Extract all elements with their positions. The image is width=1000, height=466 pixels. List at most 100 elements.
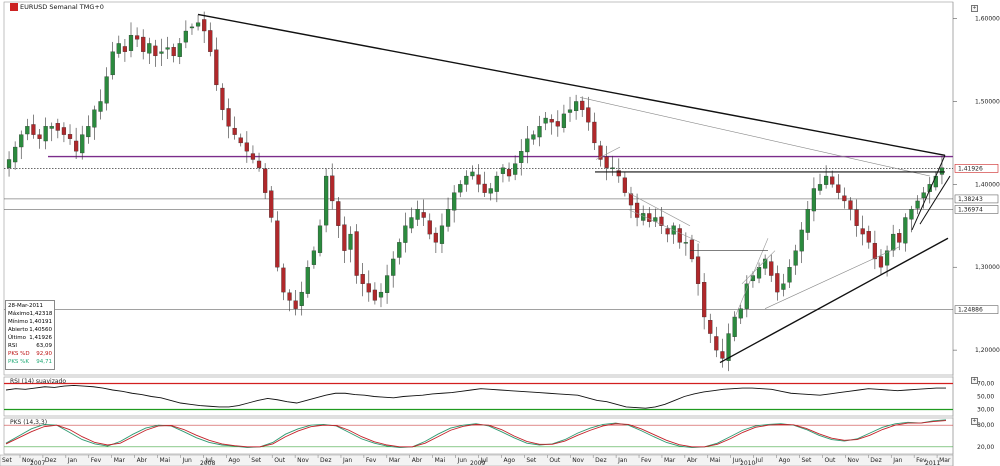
fan-line [579,97,931,177]
candle-body [409,217,414,229]
candle-body [775,273,780,293]
candle-body [244,142,249,152]
candle-body [598,145,603,160]
price-level-box [954,305,999,314]
candle-body [214,49,219,86]
candle-body [738,308,743,319]
candle-body [744,283,749,309]
month-label: Dez [45,457,56,464]
rsi-tick-label: 50,00 [977,394,994,401]
rsi-pane-label: RSI (14) suavizado [10,378,66,385]
candle-body [878,256,884,268]
month-label: Out [549,457,561,464]
price-tick-label: 1,30000 [975,264,1000,271]
candle-body [342,224,347,251]
candle-body [915,200,920,209]
candle-body [622,177,627,193]
candle-body [324,175,329,226]
candle-body [903,217,908,244]
candle-body [458,184,463,193]
month-label: Ago [779,457,791,464]
candle-body [866,231,871,243]
candle-body [811,188,817,212]
candle-body [543,117,548,124]
month-label: Mai [435,457,446,464]
info-row: PKS %D 92,90 [8,350,52,358]
candle-body [897,233,902,243]
candle-body [360,274,365,284]
info-label: Abierto [8,327,28,333]
candle-body [677,228,682,243]
candle-body [683,242,688,244]
candle-body [80,134,85,154]
candle-body [67,134,73,139]
candle-body [464,175,469,185]
info-value: 1,40191 [29,319,52,325]
candle-body [634,202,640,218]
candle-body [488,188,493,194]
candle-body [506,169,512,177]
candle-body [793,250,798,266]
candle-body [183,30,188,43]
rsi-pane-collapse-button[interactable]: + [971,377,978,384]
year-label: 2007 [30,460,45,466]
candle-body [476,174,481,185]
stoch-pane-label: PKS (14,3,3) [10,419,47,426]
channel-line [919,175,951,225]
candle-body [153,45,158,57]
month-label: Nov [847,457,859,464]
candle-body [909,209,914,220]
candle-body [445,209,451,227]
year-label: 2011 [925,460,940,466]
candle-body [927,184,932,192]
price-tick-label: 1,40000 [975,181,1000,188]
candle-body [939,167,945,175]
main-pane-collapse-button[interactable]: + [971,5,978,12]
month-label: Set [526,457,537,464]
candle-body [513,163,518,175]
candle-body [500,167,506,174]
candle-body [208,30,213,52]
candle-body [519,151,524,163]
channel-line [734,238,769,318]
stoch-tick-label: 80,00 [977,422,994,429]
year-label: 2008 [200,460,215,466]
channel-line [595,146,621,160]
candle-body [817,184,823,191]
candle-body [732,316,737,337]
month-label: Fev [641,457,652,464]
price-level-box [954,164,999,173]
candle-body [525,138,530,153]
candle-body [921,192,926,199]
candle-body [427,220,432,235]
candle-body [494,175,499,192]
candle-body [555,121,560,127]
candle-body [366,283,371,293]
candle-body [561,113,567,128]
info-row: Último 1,41926 [8,334,52,342]
candle-body [659,216,664,226]
month-label: Jan [892,457,902,464]
candle-body [330,175,335,202]
candle-body [610,167,615,169]
time-axis-first-label: Set [2,457,13,464]
info-row: Mínimo 1,40191 [8,318,52,326]
candle-body [98,101,103,112]
candle-body [269,190,274,218]
candle-body [787,267,792,283]
candle-body [202,19,207,32]
candle-body [756,267,762,279]
month-label: Set [251,457,262,464]
candle-body [116,43,121,54]
month-label: Jan [342,457,352,464]
candle-body [305,267,310,294]
month-label: Mar [664,457,676,464]
month-label: Nov [572,457,584,464]
month-label: Jul [480,457,489,464]
candle-body [122,46,128,52]
stoch-pane-collapse-button[interactable]: + [971,418,978,425]
info-label: PKS %D [8,351,30,357]
stoch-d-line [5,420,947,448]
info-value: 94,71 [36,359,52,365]
